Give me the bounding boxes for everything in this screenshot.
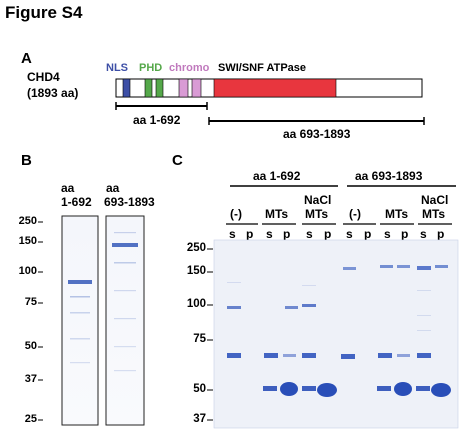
cond-2-mts: MTs [385, 207, 409, 221]
marker-c-75: 75 [193, 333, 206, 345]
marker-b-250: 250 [18, 215, 37, 227]
domain-label-phd: PHD [139, 62, 163, 74]
lane-b2-line1: aa [106, 181, 120, 195]
marker-b-150: 150 [18, 235, 37, 247]
protein-length: (1893 aa) [27, 86, 79, 100]
lane-c4-label: p [283, 227, 291, 241]
group-2-label: aa 693-1893 [355, 169, 423, 183]
lane-c12-label: p [437, 227, 445, 241]
lane-c3-label: s [266, 227, 273, 241]
marker-b-75: 75 [24, 296, 37, 308]
marker-b-37: 37 [24, 373, 37, 385]
band-b1-main [68, 280, 92, 284]
lane-c11-label: s [420, 227, 427, 241]
marker-c-50: 50 [193, 383, 206, 395]
marker-c-37: 37 [193, 413, 206, 425]
chromo-domain-box-1 [178, 78, 189, 98]
cond-1-nacl-mts: MTs [305, 207, 329, 221]
phd-domain-box-1 [144, 78, 153, 98]
atpase-domain-box [213, 78, 337, 98]
panel-b-letter: B [21, 152, 32, 169]
fragment-2-label: aa 693-1893 [283, 127, 351, 141]
nls-domain-box [122, 78, 131, 98]
phd-domain-box-2 [155, 78, 164, 98]
lane-c1-label: s [229, 227, 236, 241]
marker-b-25: 25 [24, 413, 37, 425]
marker-c-150: 150 [186, 265, 206, 277]
lane-c9-label: s [384, 227, 391, 241]
panel-a-letter: A [21, 50, 32, 67]
domain-label-nls: NLS [106, 62, 128, 74]
panel-c-letter: C [172, 152, 183, 169]
lane-c2-label: p [246, 227, 254, 241]
fragment-1-label: aa 1-692 [133, 113, 181, 127]
marker-b-50: 50 [24, 340, 37, 352]
chromo-domain-box-2 [191, 78, 202, 98]
band-b2-main [112, 243, 138, 247]
lane-c7-label: s [346, 227, 353, 241]
marker-c-250: 250 [186, 242, 206, 254]
lane-b1-line2: 1-692 [61, 195, 92, 209]
cond-2-minus: (-) [349, 207, 361, 221]
lane-c6-label: p [324, 227, 332, 241]
domain-label-chromo: chromo [169, 62, 210, 74]
cond-1-minus: (-) [230, 207, 242, 221]
marker-b-100: 100 [18, 265, 37, 277]
gel-b-lane-1 [61, 215, 99, 426]
figure-title: Figure S4 [5, 3, 83, 22]
lane-c5-label: s [306, 227, 313, 241]
cond-2-nacl-mts: MTs [422, 207, 446, 221]
cond-2-nacl: NaCl [421, 193, 449, 207]
gel-b-lane-2 [105, 215, 145, 426]
group-1-label: aa 1-692 [253, 169, 301, 183]
protein-name: CHD4 [27, 70, 60, 84]
cond-1-mts: MTs [265, 207, 289, 221]
lane-c8-label: p [364, 227, 372, 241]
cond-1-nacl: NaCl [304, 193, 332, 207]
lane-b2-line2: 693-1893 [104, 195, 155, 209]
lane-b1-line1: aa [61, 181, 75, 195]
marker-c-100: 100 [186, 298, 206, 310]
lane-c10-label: p [401, 227, 409, 241]
gel-c-background [214, 240, 458, 428]
domain-label-atpase: SWI/SNF ATPase [218, 62, 307, 74]
